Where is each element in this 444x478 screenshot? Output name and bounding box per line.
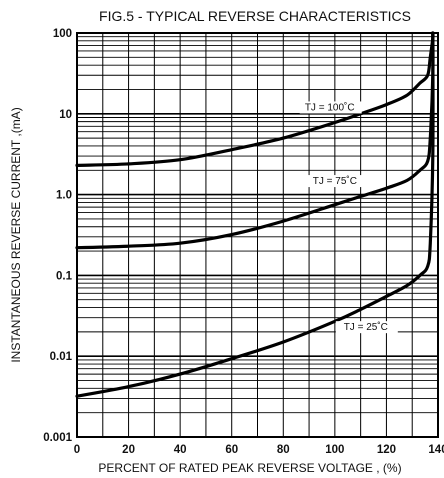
x-tick-label: 120: [377, 444, 396, 456]
x-tick-label: 20: [122, 444, 135, 456]
series-labels: TJ = 100˚C TJ = 75˚C TJ = 25˚C: [299, 101, 398, 334]
series-line: [75, 31, 435, 250]
x-tick-label: 80: [277, 444, 290, 456]
series-label-background: [335, 321, 398, 334]
y-tick-label: 1.0: [56, 190, 72, 202]
x-tick-label: 0: [74, 444, 80, 456]
y-tick-label: 100: [53, 28, 72, 40]
x-tick-label: 60: [225, 444, 238, 456]
plot-frame: [76, 32, 439, 438]
series-label: TJ = 100˚C: [305, 101, 355, 113]
data-series: [75, 31, 435, 398]
series-label-background: [299, 101, 362, 114]
x-tick-label: 140: [428, 444, 444, 456]
y-tick-label: 10: [59, 109, 72, 121]
y-tick-label: 0.1: [56, 270, 73, 282]
x-axis-label: PERCENT OF RATED PEAK REVERSE VOLTAGE , …: [98, 461, 401, 475]
series-label: TJ = 75˚C: [313, 175, 357, 187]
series-line: [75, 31, 435, 398]
series-line: [75, 31, 435, 167]
chart-title: FIG.5 - TYPICAL REVERSE CHARACTERISTICS: [99, 8, 411, 24]
x-tick-label: 100: [325, 444, 344, 456]
y-tick-label: 0.01: [50, 351, 73, 363]
y-axis-label: INSTANTANEOUS REVERSE CURRENT ,(mA): [9, 107, 23, 362]
x-tick-labels: 0 20 40 60 80 100 120 140: [74, 444, 444, 456]
chart-grid: [77, 33, 438, 437]
y-tick-label: 0.001: [43, 432, 72, 444]
series-label-background: [304, 175, 367, 188]
x-tick-label: 40: [174, 444, 187, 456]
series-label: TJ = 25˚C: [344, 321, 388, 333]
y-tick-labels: 0.001 0.01 0.1 1.0 10 100: [43, 28, 72, 444]
